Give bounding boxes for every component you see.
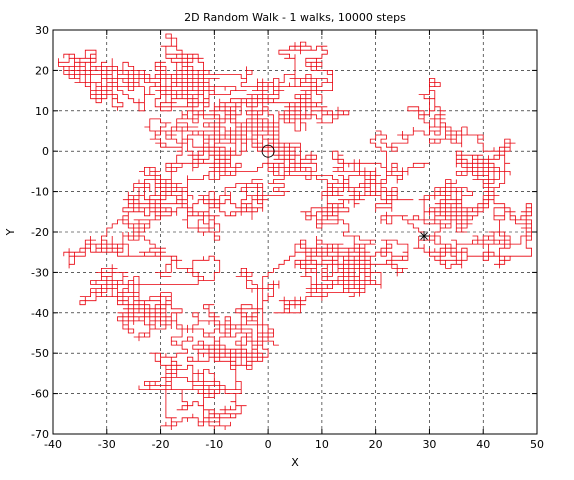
x-tick-label: 20 (369, 438, 383, 451)
x-tick-label: 10 (315, 438, 329, 451)
x-tick-label: 50 (530, 438, 544, 451)
y-axis-label: Y (4, 228, 17, 236)
y-tick-label: -20 (31, 226, 49, 239)
y-axis-ticks: -70 -60 -50 -40 -30 -20 -10 0 10 20 30 (31, 24, 537, 441)
y-tick-label: -40 (31, 307, 49, 320)
x-axis-label: X (291, 456, 299, 469)
y-tick-label: -50 (31, 347, 49, 360)
walk-path-series (58, 33, 532, 430)
end-marker-star (419, 231, 430, 242)
x-tick-label: 40 (476, 438, 490, 451)
y-tick-label: 20 (35, 64, 49, 77)
walk-path-layer (58, 33, 532, 430)
chart-title: 2D Random Walk - 1 walks, 10000 steps (184, 11, 406, 24)
x-tick-label: 0 (265, 438, 272, 451)
x-tick-label: -20 (152, 438, 170, 451)
x-axis-ticks: -40 -30 -20 -10 0 10 20 30 40 50 (44, 30, 544, 451)
x-tick-label: -30 (98, 438, 116, 451)
y-tick-label: -70 (31, 428, 49, 441)
y-tick-label: 10 (35, 105, 49, 118)
y-tick-label: 30 (35, 24, 49, 37)
start-marker-circle (261, 144, 275, 158)
y-tick-label: -30 (31, 266, 49, 279)
y-tick-label: 0 (42, 145, 49, 158)
markers-layer (261, 144, 430, 242)
y-tick-label: -60 (31, 388, 49, 401)
x-tick-label: 30 (422, 438, 436, 451)
x-tick-label: -40 (44, 438, 62, 451)
x-tick-label: -10 (205, 438, 223, 451)
y-tick-label: -10 (31, 186, 49, 199)
